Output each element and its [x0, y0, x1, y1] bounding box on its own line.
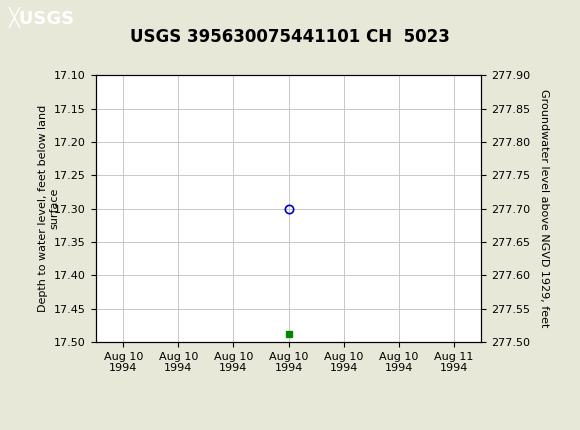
Legend: Period of approved data: Period of approved data	[202, 429, 375, 430]
Text: USGS 395630075441101 CH  5023: USGS 395630075441101 CH 5023	[130, 28, 450, 46]
Text: ╳USGS: ╳USGS	[9, 7, 75, 28]
Y-axis label: Groundwater level above NGVD 1929, feet: Groundwater level above NGVD 1929, feet	[539, 89, 549, 328]
Y-axis label: Depth to water level, feet below land
surface: Depth to water level, feet below land su…	[38, 105, 59, 312]
